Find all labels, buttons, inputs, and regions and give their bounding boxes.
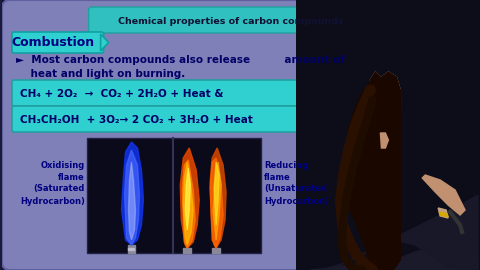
Polygon shape xyxy=(438,208,448,218)
Polygon shape xyxy=(182,160,195,248)
Text: Reducing: Reducing xyxy=(264,160,308,170)
FancyBboxPatch shape xyxy=(12,32,104,53)
Text: Oxidising: Oxidising xyxy=(40,160,84,170)
Text: flame: flame xyxy=(58,173,84,181)
Polygon shape xyxy=(121,142,144,245)
Polygon shape xyxy=(180,148,199,248)
Text: Hydrocarbon): Hydrocarbon) xyxy=(20,197,84,205)
FancyBboxPatch shape xyxy=(12,80,324,106)
Text: CH₃CH₂OH  + 3O₂→ 2 CO₂ + 3H₂O + Heat: CH₃CH₂OH + 3O₂→ 2 CO₂ + 3H₂O + Heat xyxy=(20,115,253,125)
Polygon shape xyxy=(422,175,465,215)
Polygon shape xyxy=(212,248,220,253)
Polygon shape xyxy=(439,212,448,217)
Polygon shape xyxy=(369,72,400,137)
Polygon shape xyxy=(124,150,140,245)
Text: Combustion: Combustion xyxy=(11,36,95,49)
Polygon shape xyxy=(128,245,135,253)
Polygon shape xyxy=(101,34,108,51)
Text: (Unsaturated: (Unsaturated xyxy=(264,184,327,194)
Polygon shape xyxy=(213,162,221,240)
Text: flame: flame xyxy=(264,173,291,181)
Text: Chemical properties of carbon compounds: Chemical properties of carbon compounds xyxy=(118,16,344,25)
Text: ►  Most carbon compounds also release: ► Most carbon compounds also release xyxy=(16,55,250,65)
Polygon shape xyxy=(185,168,190,230)
Polygon shape xyxy=(129,162,135,240)
Text: CH₄ + 2O₂  →  CO₂ + 2H₂O + Heat &: CH₄ + 2O₂ → CO₂ + 2H₂O + Heat & xyxy=(20,89,223,99)
Polygon shape xyxy=(321,195,478,270)
Bar xyxy=(296,0,480,270)
Text: heat and light on burning.: heat and light on burning. xyxy=(16,69,185,79)
Polygon shape xyxy=(210,158,223,248)
Text: amount of: amount of xyxy=(201,55,345,65)
Polygon shape xyxy=(183,162,193,245)
FancyBboxPatch shape xyxy=(89,7,373,33)
Text: (Saturated: (Saturated xyxy=(33,184,84,194)
Bar xyxy=(87,138,261,253)
Polygon shape xyxy=(129,248,134,250)
Polygon shape xyxy=(311,248,478,270)
FancyBboxPatch shape xyxy=(12,106,324,132)
Polygon shape xyxy=(183,248,191,253)
Polygon shape xyxy=(344,72,400,270)
Text: Hydrocarbon): Hydrocarbon) xyxy=(264,197,329,205)
Polygon shape xyxy=(381,133,388,148)
Polygon shape xyxy=(210,148,226,248)
Polygon shape xyxy=(214,162,219,225)
